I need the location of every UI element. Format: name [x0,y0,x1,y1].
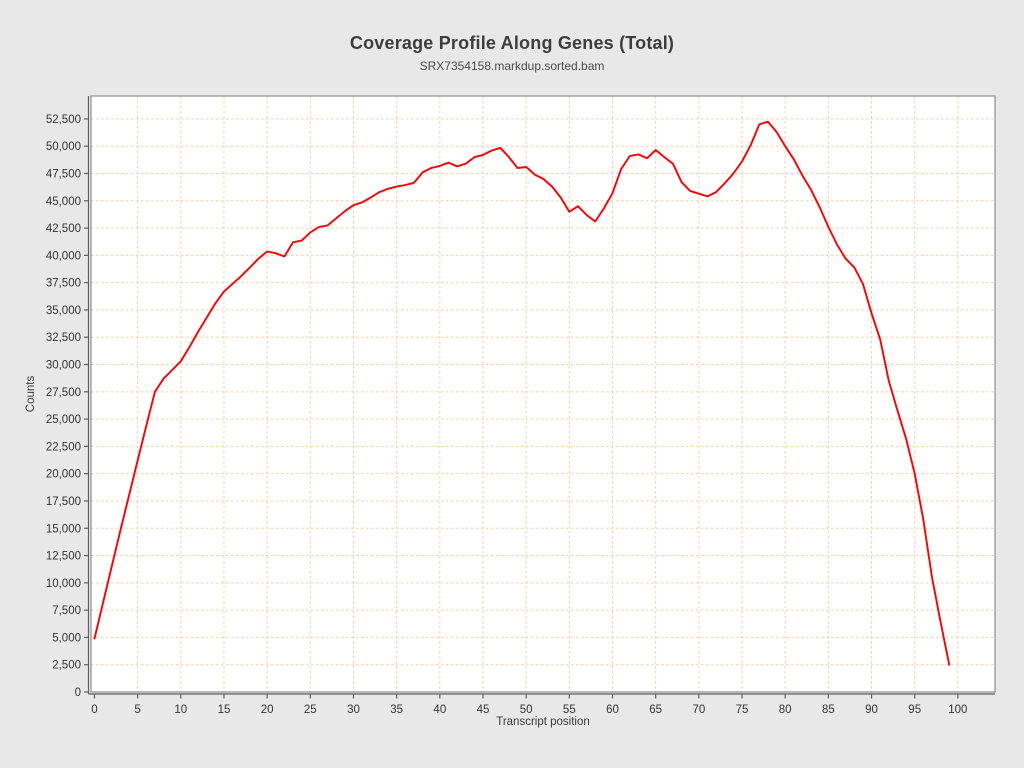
svg-text:25: 25 [304,704,317,716]
svg-text:7,500: 7,500 [52,605,81,617]
axis-lines [87,96,995,695]
gridlines [91,96,995,692]
svg-text:40,000: 40,000 [46,250,81,262]
svg-text:55: 55 [563,704,576,716]
svg-text:35,000: 35,000 [46,305,81,317]
svg-text:80: 80 [779,704,792,716]
chart-title: Coverage Profile Along Genes (Total) [349,33,675,53]
coverage-line [93,120,951,666]
svg-text:50: 50 [520,704,533,716]
svg-text:30: 30 [347,704,360,716]
svg-text:20: 20 [261,704,274,716]
svg-text:12,500: 12,500 [46,551,81,563]
svg-text:100: 100 [948,704,967,716]
x-axis-ticks: 0 5 10 15 20 25 30 35 40 45 50 55 60 65 70 75 80 85 90 95 10… [91,694,967,716]
svg-text:25,000: 25,000 [46,414,81,426]
svg-text:37,500: 37,500 [46,278,81,290]
svg-text:90: 90 [865,704,878,716]
svg-text:5,000: 5,000 [52,632,81,644]
svg-text:85: 85 [822,704,835,716]
svg-text:32,500: 32,500 [46,332,81,344]
svg-text:65: 65 [649,704,662,716]
svg-text:42,500: 42,500 [46,223,81,235]
svg-text:52,500: 52,500 [46,114,81,126]
svg-text:2,500: 2,500 [52,660,81,672]
svg-text:17,500: 17,500 [46,496,81,508]
svg-text:10: 10 [174,704,187,716]
plot-border [90,95,996,693]
x-axis-title: Transcript position [496,716,590,728]
svg-text:5: 5 [134,704,140,716]
svg-text:47,500: 47,500 [46,169,81,181]
svg-text:45: 45 [477,704,490,716]
svg-text:0: 0 [91,704,97,716]
plot-area [91,96,995,692]
svg-text:70: 70 [692,704,705,716]
svg-text:35: 35 [390,704,403,716]
svg-text:20,000: 20,000 [46,469,81,481]
svg-text:50,000: 50,000 [46,141,81,153]
svg-text:45,000: 45,000 [46,196,81,208]
svg-text:30,000: 30,000 [46,360,81,372]
y-axis-title: Counts [25,375,37,413]
svg-text:27,500: 27,500 [46,387,81,399]
svg-text:15: 15 [218,704,231,716]
y-axis-ticks: 0 2,500 5,000 7,500 10,000 12,500 15,000 17,500… [46,114,89,699]
chart-subtitle: SRX7354158.markdup.sorted.bam [419,59,605,73]
svg-text:75: 75 [736,704,749,716]
svg-text:10,000: 10,000 [46,578,81,590]
svg-text:40: 40 [433,704,446,716]
svg-text:60: 60 [606,704,619,716]
svg-text:95: 95 [908,704,921,716]
svg-text:22,500: 22,500 [46,441,81,453]
svg-text:15,000: 15,000 [46,523,81,535]
svg-text:0: 0 [75,687,81,699]
